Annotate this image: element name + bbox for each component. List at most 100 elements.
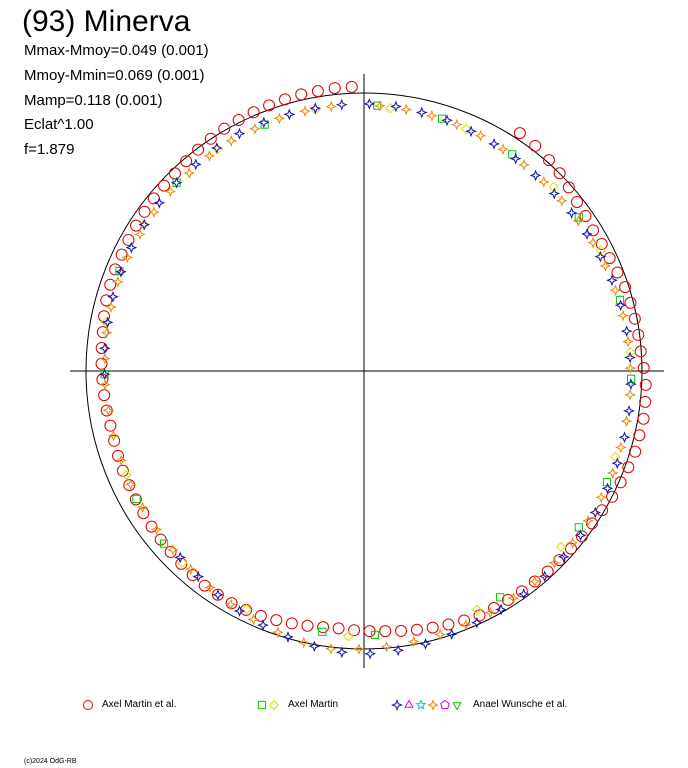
data-point-star4-blue-41	[98, 342, 111, 355]
data-point-circle-red-79	[138, 205, 151, 218]
data-point-circle-red-28	[564, 542, 577, 555]
data-point-star4-orange-50	[112, 275, 124, 288]
data-point-star4-blue-2	[415, 106, 428, 119]
data-point-square-green-15	[172, 178, 181, 187]
data-point-star4-orange-33	[297, 636, 310, 649]
data-point-circle-red-65	[104, 419, 117, 432]
data-point-star4-orange-44	[107, 429, 120, 442]
data-point-diamond-yellow-6	[555, 541, 567, 553]
legend-markers	[83, 699, 462, 711]
data-point-circle-red-40	[395, 624, 408, 637]
data-point-star4-blue-49	[189, 158, 202, 171]
data-point-star4-blue-54	[309, 102, 322, 115]
data-point-star4-blue-3	[441, 114, 453, 127]
data-point-star4-blue-30	[392, 644, 404, 657]
data-point-star4-blue-46	[138, 218, 151, 231]
data-point-star4-orange-52	[133, 228, 146, 241]
data-point-circle-red-19	[637, 412, 650, 425]
legend-marker-circle-red	[83, 700, 93, 710]
data-point-circle-red-20	[633, 429, 646, 442]
data-point-circle-red-73	[100, 294, 113, 307]
data-point-circle-red-75	[109, 263, 122, 276]
stat-frequency: f=1.879	[24, 141, 75, 158]
legend-marker-star5-cyan	[415, 699, 427, 710]
copyright-notice: (c)2024 OdG-RB	[24, 758, 77, 765]
data-point-diamond-yellow-3	[595, 245, 606, 256]
data-point-star4-blue-47	[153, 197, 166, 209]
data-point-star4-blue-40	[98, 368, 111, 381]
data-point-circle-red-84	[192, 143, 205, 156]
legend-label-axel-martin-et-al: Axel Martin et al.	[102, 699, 177, 710]
data-point-star4-orange-56	[203, 150, 216, 162]
data-point-diamond-yellow-11	[121, 469, 132, 481]
data-point-star4-orange-47	[99, 352, 111, 365]
data-point-circle-red-3	[553, 167, 566, 180]
data-point-circle-red-23	[614, 476, 627, 489]
data-point-star4-orange-37	[204, 581, 216, 594]
data-point-diamond-yellow-5	[610, 451, 621, 463]
data-point-circle-red-71	[96, 326, 109, 339]
data-point-star4-blue-19	[611, 457, 624, 470]
data-point-circle-red-67	[98, 389, 111, 402]
data-point-circle-red-76	[115, 248, 128, 261]
data-point-circle-red-90	[278, 93, 291, 106]
data-point-circle-red-54	[186, 569, 199, 582]
data-point-circle-red-32	[515, 585, 528, 598]
data-point-star4-blue-34	[282, 631, 294, 643]
data-point-circle-red-86	[218, 122, 231, 135]
data-point-star4-blue-31	[364, 647, 376, 660]
data-point-star4-orange-54	[164, 185, 177, 198]
data-point-star4-blue-13	[614, 299, 627, 312]
data-point-star4-orange-38	[184, 563, 197, 576]
data-point-circle-red-11	[619, 281, 632, 294]
data-point-star4-orange-53	[148, 206, 160, 218]
data-point-circle-red-6	[579, 209, 592, 222]
data-point-circle-red-70	[95, 341, 108, 354]
data-point-star4-orange-11	[599, 259, 612, 272]
data-point-circle-red-53	[198, 579, 211, 592]
data-point-star4-blue-53	[283, 108, 296, 121]
data-point-circle-red-21	[629, 445, 642, 458]
data-point-star4-blue-51	[233, 127, 246, 140]
data-point-circle-red-18	[639, 395, 652, 408]
data-point-square-green-7	[574, 523, 583, 532]
data-point-star4-blue-43	[107, 290, 119, 303]
data-point-star4-blue-32	[336, 646, 348, 659]
data-point-circle-red-69	[95, 357, 108, 370]
data-point-star4-blue-20	[601, 482, 614, 495]
data-point-star4-orange-21	[582, 514, 594, 527]
data-point-star4-orange-24	[528, 575, 541, 588]
data-point-circle-red-56	[164, 546, 177, 559]
data-point-star4-orange-32	[325, 642, 337, 655]
data-point-circle-red-12	[624, 296, 637, 309]
data-point-star4-orange-41	[136, 501, 149, 514]
data-point-star4-orange-15	[624, 362, 637, 374]
data-point-circle-red-85	[204, 132, 217, 145]
data-point-star4-orange-5	[497, 143, 509, 156]
data-point-star4-orange-31	[353, 643, 365, 655]
data-point-star4-orange-43	[115, 454, 128, 467]
data-point-star4-orange-4	[474, 129, 487, 142]
data-point-star4-blue-33	[308, 640, 321, 653]
data-point-star4-blue-0	[363, 97, 376, 110]
data-point-star4-orange-10	[587, 236, 599, 249]
data-point-star4-orange-28	[434, 628, 447, 641]
data-point-star4-orange-30	[380, 640, 393, 653]
data-point-star4-orange-35	[247, 613, 260, 626]
data-point-circle-red-9	[603, 252, 616, 265]
data-point-star4-blue-42	[101, 316, 114, 329]
data-point-star4-blue-21	[589, 506, 602, 519]
data-point-circle-red-38	[426, 621, 439, 634]
data-point-square-green-0	[373, 101, 382, 110]
data-point-circle-red-49	[254, 609, 267, 622]
legend-marker-triangle-down-green	[452, 702, 462, 711]
data-point-circle-red-37	[442, 618, 455, 631]
data-point-circle-red-7	[587, 224, 600, 237]
stat-mmax-mmoy: Mmax-Mmoy=0.049 (0.001)	[24, 42, 209, 59]
data-point-star4-orange-48	[100, 326, 113, 339]
data-point-star4-blue-44	[115, 265, 127, 278]
legend-marker-triangle-magenta	[404, 699, 414, 708]
data-point-star4-blue-25	[517, 588, 530, 600]
legend-marker-pentagon-magenta	[440, 699, 450, 710]
data-point-star4-blue-7	[529, 169, 542, 182]
